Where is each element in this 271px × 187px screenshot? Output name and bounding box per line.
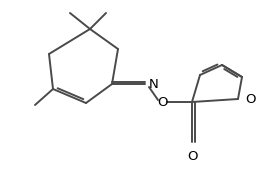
- Text: N: N: [149, 77, 159, 91]
- Text: O: O: [187, 150, 197, 163]
- Text: O: O: [245, 93, 256, 105]
- Text: O: O: [157, 96, 167, 108]
